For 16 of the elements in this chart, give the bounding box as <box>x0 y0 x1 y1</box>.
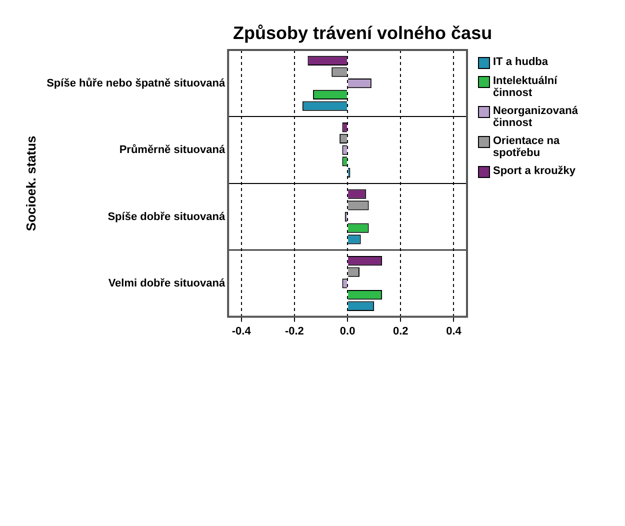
x-tick-label: -0.4 <box>232 325 252 338</box>
legend-label: IT a hudba <box>493 56 549 68</box>
y-tick-label: Velmi dobře situovaná <box>108 277 226 290</box>
legend-label: Sport a kroužky <box>493 165 577 177</box>
legend-label: Orientace na spotřebu <box>493 135 561 159</box>
y-tick-label: Spíše hůře nebo špatně situovaná <box>46 77 226 90</box>
y-tick-label: Spíše dobře situovaná <box>108 210 226 223</box>
legend-label: Intelektuální činnost <box>493 75 558 99</box>
x-tick-label: 0.2 <box>392 325 408 338</box>
legend-label: Neorganizovaná činnost <box>493 105 579 129</box>
y-tick-label: Průměrně situovaná <box>119 144 226 156</box>
y-axis-title: Socioek. status <box>23 136 38 232</box>
x-tick-label: 0.0 <box>340 325 356 338</box>
chart-title: Způsoby trávení volného času <box>233 22 492 43</box>
x-tick-label: -0.2 <box>284 325 304 338</box>
x-tick-label: 0.4 <box>446 325 462 338</box>
